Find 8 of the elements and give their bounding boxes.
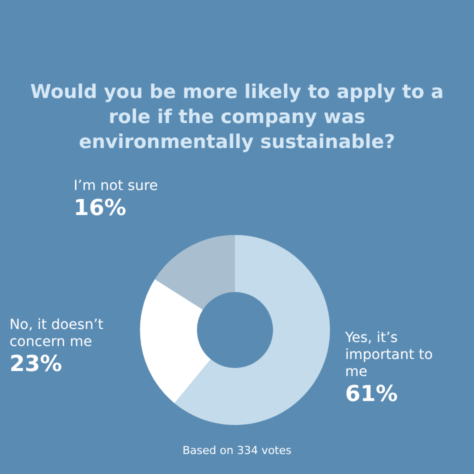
text: Based on 334 votes	[181, 444, 292, 457]
data-label: 16%	[74, 196, 126, 222]
data-label: 23%	[9, 352, 62, 378]
slice-label: I’m not sure	[74, 178, 158, 194]
slice-label: No, it doesn’t concern me	[9, 316, 104, 350]
slice-label: Yes, it’s important to me	[344, 330, 433, 380]
chart-title: Would you be more likely to apply to a role if the company was environmentally sustainable?	[29, 80, 445, 155]
data-label: 61%	[345, 382, 398, 407]
